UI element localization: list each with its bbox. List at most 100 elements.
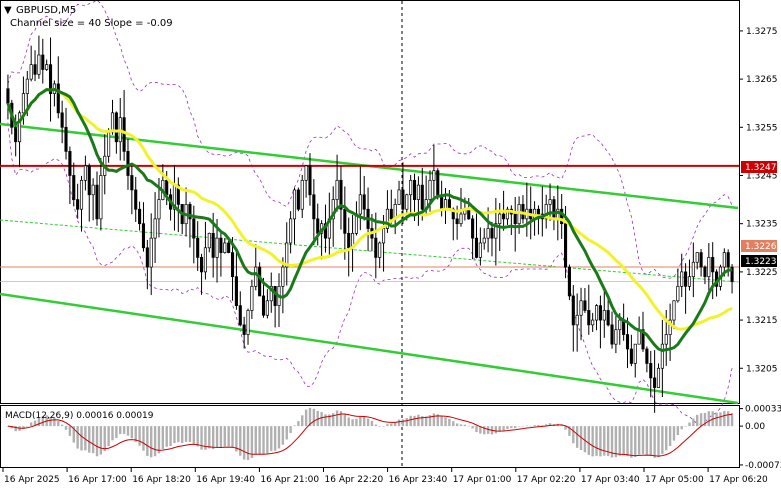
bear-candle xyxy=(145,247,149,268)
candle xyxy=(703,265,707,285)
bear-candle xyxy=(474,237,479,258)
macd-bar xyxy=(634,426,637,457)
candle xyxy=(594,304,599,331)
macd-bar xyxy=(91,426,95,454)
bull-candle xyxy=(397,189,401,205)
bull-candle xyxy=(37,54,41,75)
macd-bar xyxy=(653,426,656,458)
macd-bar xyxy=(676,426,680,436)
candle xyxy=(521,195,525,224)
candle xyxy=(304,165,308,198)
candle xyxy=(598,295,602,349)
bull-candle xyxy=(18,112,22,143)
ma-slow-line xyxy=(6,87,733,331)
macd-bar xyxy=(726,411,730,427)
macd-bar xyxy=(665,426,668,451)
macd-bar xyxy=(637,426,641,455)
macd-bar xyxy=(382,425,385,427)
candle xyxy=(653,350,657,413)
candle xyxy=(242,316,246,349)
candle xyxy=(343,186,347,260)
bear-candle xyxy=(711,257,715,273)
bear-candle xyxy=(316,218,320,234)
bull-candle xyxy=(281,266,285,287)
bear-candle xyxy=(126,151,130,176)
candle xyxy=(296,187,300,212)
macd-bar xyxy=(297,421,300,427)
macd-bar xyxy=(273,426,277,451)
macd-bar xyxy=(250,426,254,458)
macd-bar xyxy=(192,426,196,444)
bull-candle xyxy=(432,170,436,181)
bear-candle xyxy=(455,218,459,225)
candle xyxy=(45,59,49,71)
candle xyxy=(699,249,703,277)
candle xyxy=(656,363,661,388)
candle xyxy=(354,201,358,236)
macd-bar xyxy=(541,425,544,427)
bear-candle xyxy=(114,112,118,143)
dropdown-icon[interactable]: ▼ xyxy=(4,5,12,16)
macd-bar xyxy=(483,426,486,435)
bear-candle xyxy=(60,112,64,128)
bull-candle xyxy=(687,276,692,287)
bear-candle xyxy=(343,208,347,234)
macd-bar xyxy=(514,426,517,429)
candle xyxy=(610,311,614,349)
macd-bar xyxy=(223,426,226,447)
macd-bar xyxy=(33,420,37,427)
price-tick-label: 1.3225 xyxy=(746,268,778,278)
price-tick-label: 1.3235 xyxy=(746,220,778,230)
macd-bar xyxy=(146,426,149,457)
candle xyxy=(312,179,316,246)
channel-caption: Channel size = 40 Slope = -0.09 xyxy=(10,18,173,29)
macd-bar xyxy=(239,426,242,456)
bear-candle xyxy=(33,64,37,75)
bull-candle xyxy=(691,261,695,278)
macd-bar xyxy=(502,426,505,431)
candle xyxy=(83,155,87,191)
macd-bar xyxy=(351,419,354,427)
macd-bar xyxy=(463,424,467,427)
price-tick-label: 1.3275 xyxy=(746,27,778,37)
macd-bar xyxy=(72,426,75,443)
macd-bar xyxy=(119,426,122,435)
macd-bar xyxy=(126,426,130,436)
time-tick-label: 17 Apr 03:40 xyxy=(581,475,640,485)
macd-bar xyxy=(715,412,718,427)
bear-candle xyxy=(571,295,575,326)
candle xyxy=(649,350,653,398)
bear-candle xyxy=(211,232,215,258)
macd-bar xyxy=(320,412,323,427)
candle xyxy=(730,264,734,294)
candle xyxy=(254,244,258,291)
candles-layer xyxy=(6,35,734,413)
macd-bar xyxy=(180,426,184,444)
macd-bar xyxy=(533,425,536,427)
macd-bar xyxy=(242,426,246,460)
bull-candle xyxy=(223,242,227,253)
bear-candle xyxy=(76,199,80,210)
bear-candle xyxy=(6,88,10,104)
candle xyxy=(447,190,451,211)
macd-bar xyxy=(142,426,145,451)
channel-lower-line xyxy=(0,292,739,405)
candle xyxy=(687,259,692,291)
bull-candle xyxy=(668,319,672,335)
bull-candle xyxy=(614,329,618,345)
macd-bar xyxy=(57,420,60,427)
bear-candle xyxy=(703,266,707,278)
macd-bar xyxy=(498,426,501,432)
bear-candle xyxy=(41,54,45,70)
candle xyxy=(362,175,366,221)
band-up xyxy=(7,0,733,279)
bear-candle xyxy=(564,223,568,268)
macd-bar xyxy=(537,425,540,427)
macd-bar xyxy=(343,413,347,427)
bear-candle xyxy=(502,213,506,220)
bear-candle xyxy=(230,252,235,278)
macd-bar xyxy=(448,418,451,427)
bear-candle xyxy=(645,348,649,364)
macd-bar xyxy=(413,415,416,427)
